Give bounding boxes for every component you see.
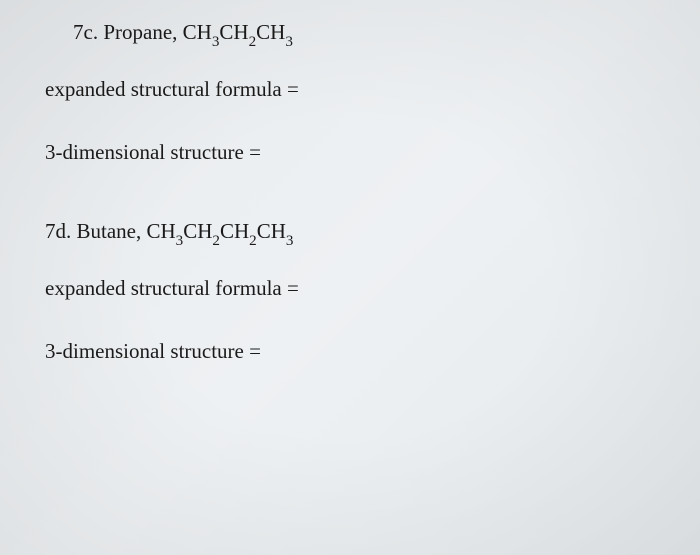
formula-part: CH bbox=[220, 219, 249, 243]
formula-part: CH bbox=[146, 219, 175, 243]
compound-name-7c: Propane, bbox=[103, 20, 177, 44]
question-7c-heading: 7c. Propane, CH3CH2CH3 bbox=[73, 20, 670, 49]
formula-subscript: 3 bbox=[212, 34, 220, 50]
formula-subscript: 3 bbox=[285, 34, 293, 50]
formula-7d: CH3CH2CH2CH3 bbox=[146, 219, 293, 243]
prompt-7d-3d: 3-dimensional structure = bbox=[45, 339, 670, 364]
formula-part: CH bbox=[183, 20, 212, 44]
prompt-7d-expanded: expanded structural formula = bbox=[45, 276, 670, 301]
compound-name-7d: Butane, bbox=[77, 219, 142, 243]
prompt-7c-3d: 3-dimensional structure = bbox=[45, 140, 670, 165]
question-7d-heading: 7d. Butane, CH3CH2CH2CH3 bbox=[45, 219, 670, 248]
formula-subscript: 2 bbox=[249, 233, 257, 249]
question-number-7c: 7c. bbox=[73, 20, 98, 44]
formula-subscript: 3 bbox=[286, 233, 294, 249]
formula-subscript: 3 bbox=[176, 233, 184, 249]
section-7d: 7d. Butane, CH3CH2CH2CH3 expanded struct… bbox=[45, 219, 670, 364]
worksheet-page: 7c. Propane, CH3CH2CH3 expanded structur… bbox=[45, 20, 670, 364]
formula-part: CH bbox=[257, 219, 286, 243]
formula-subscript: 2 bbox=[249, 34, 257, 50]
prompt-7c-expanded: expanded structural formula = bbox=[45, 77, 670, 102]
formula-part: CH bbox=[256, 20, 285, 44]
formula-part: CH bbox=[183, 219, 212, 243]
question-number-7d: 7d. bbox=[45, 219, 71, 243]
formula-7c: CH3CH2CH3 bbox=[183, 20, 293, 44]
formula-part: CH bbox=[219, 20, 248, 44]
formula-subscript: 2 bbox=[212, 233, 220, 249]
